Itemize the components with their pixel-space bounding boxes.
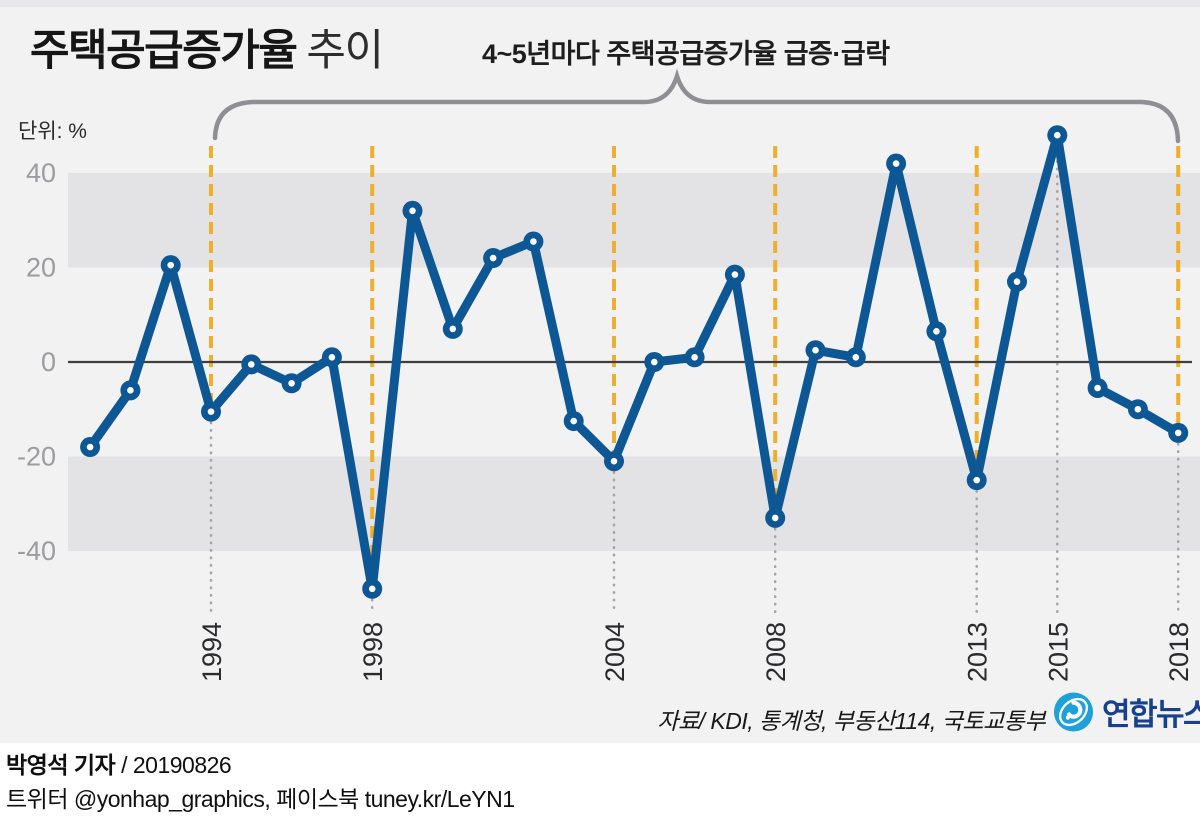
y-tick-20: 20 — [26, 253, 56, 283]
data-point-center-2000 — [449, 325, 457, 333]
chart-band-0 — [68, 173, 1200, 268]
data-point-center-2002 — [530, 238, 537, 245]
chart-annotation: 4~5년마다 주택공급증가율 급증·급락 — [482, 39, 890, 69]
reporter-name: 박영석 기자 — [6, 752, 116, 778]
trend-line — [85, 130, 1183, 594]
chart-band-1 — [68, 456, 1200, 551]
data-point-center-1994 — [207, 408, 215, 415]
x-tick-2013: 2013 — [963, 622, 993, 682]
credit-date: / 20190826 — [115, 752, 232, 778]
data-point-center-2003 — [570, 417, 577, 425]
yonhap-logo: 연합뉴스 — [1052, 689, 1200, 734]
data-point-center-2001 — [489, 254, 497, 262]
x-tick-2018: 2018 — [1164, 622, 1194, 682]
page-title: 주택공급증가율 추이 — [30, 16, 384, 78]
y-tick-0: 0 — [41, 347, 56, 377]
data-point-center-1996 — [288, 379, 295, 387]
credits-block: 박영석 기자 / 20190826 트위터 @yonhap_graphics, … — [6, 748, 515, 816]
data-point-center-2004 — [610, 457, 618, 465]
data-point-center-1995 — [248, 361, 255, 368]
data-point-center-1998 — [368, 585, 376, 593]
data-point-center-2006 — [691, 353, 698, 361]
credit-line-2: 트위터 @yonhap_graphics, 페이스북 tuney.kr/LeYN… — [6, 786, 515, 812]
data-point-center-2008 — [771, 514, 779, 522]
data-point-center-1992 — [127, 387, 134, 394]
yonhap-logo-icon — [1053, 691, 1094, 732]
data-point-center-2012 — [933, 327, 940, 335]
data-point-center-1999 — [409, 207, 416, 215]
title-main: 주택공급증가율 — [30, 27, 298, 75]
data-point-center-2018 — [1174, 429, 1182, 437]
title-sub: 추이 — [306, 27, 384, 75]
data-point-center-2014 — [1013, 278, 1021, 285]
brace-bracket — [212, 68, 1181, 144]
data-point-center-2009 — [812, 346, 819, 354]
x-tick-1994: 1994 — [197, 622, 227, 682]
yonhap-logo-text: 연합뉴스 — [1102, 697, 1200, 732]
x-tick-2008: 2008 — [761, 622, 791, 682]
source-label: 자료/ KDI, 통계청, 부동산114, 국토교통부 — [657, 708, 1045, 734]
data-point-center-2013 — [973, 476, 980, 484]
line-chart: 40 20 0 -20 -40 1994 1998 2004 2008 2013 2015 2018 — [17, 125, 1200, 682]
data-point-center-1991 — [86, 443, 94, 451]
data-point-center-1993 — [167, 261, 174, 269]
data-point-center-2015 — [1054, 131, 1061, 139]
credit-line-1: 박영석 기자 / 20190826 — [6, 748, 515, 782]
x-tick-2004: 2004 — [600, 622, 630, 682]
data-point-center-2007 — [731, 271, 739, 278]
data-point-center-2011 — [892, 160, 900, 167]
unit-label: 단위: % — [18, 120, 87, 143]
data-point-center-2016 — [1094, 384, 1101, 392]
data-point-center-2005 — [651, 358, 658, 366]
data-point-center-2017 — [1134, 405, 1142, 413]
data-point-center-2010 — [852, 353, 860, 361]
x-tick-2015: 2015 — [1043, 622, 1073, 682]
y-tick--40: -40 — [17, 536, 56, 566]
data-point-center-1997 — [328, 353, 336, 361]
top-border-strip — [0, 0, 1200, 7]
y-tick-40: 40 — [26, 158, 56, 188]
brace-path — [212, 68, 1181, 144]
x-tick-1998: 1998 — [358, 622, 388, 682]
y-tick--20: -20 — [17, 442, 56, 472]
